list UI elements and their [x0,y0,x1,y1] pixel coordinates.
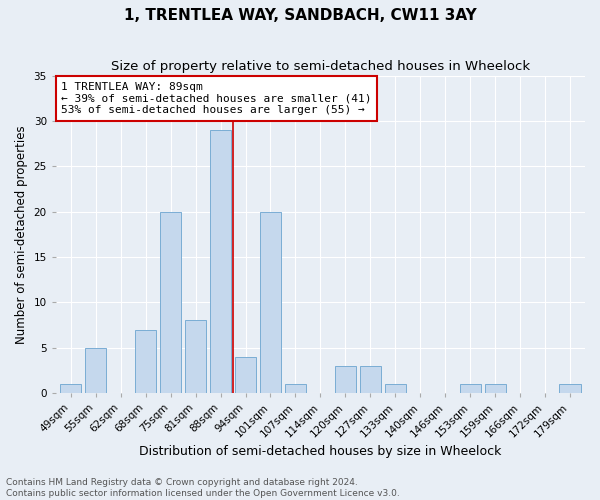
Bar [285,384,306,393]
Bar [210,130,231,393]
Bar [559,384,581,393]
Bar [185,320,206,393]
X-axis label: Distribution of semi-detached houses by size in Wheelock: Distribution of semi-detached houses by … [139,444,502,458]
Bar [460,384,481,393]
Bar [335,366,356,393]
Bar [60,384,82,393]
Bar [260,212,281,393]
Text: 1, TRENTLEA WAY, SANDBACH, CW11 3AY: 1, TRENTLEA WAY, SANDBACH, CW11 3AY [124,8,476,22]
Y-axis label: Number of semi-detached properties: Number of semi-detached properties [15,125,28,344]
Bar [85,348,106,393]
Text: 1 TRENTLEA WAY: 89sqm
← 39% of semi-detached houses are smaller (41)
53% of semi: 1 TRENTLEA WAY: 89sqm ← 39% of semi-deta… [61,82,371,115]
Bar [135,330,157,393]
Title: Size of property relative to semi-detached houses in Wheelock: Size of property relative to semi-detach… [111,60,530,73]
Bar [360,366,381,393]
Text: Contains HM Land Registry data © Crown copyright and database right 2024.
Contai: Contains HM Land Registry data © Crown c… [6,478,400,498]
Bar [160,212,181,393]
Bar [485,384,506,393]
Bar [385,384,406,393]
Bar [235,357,256,393]
